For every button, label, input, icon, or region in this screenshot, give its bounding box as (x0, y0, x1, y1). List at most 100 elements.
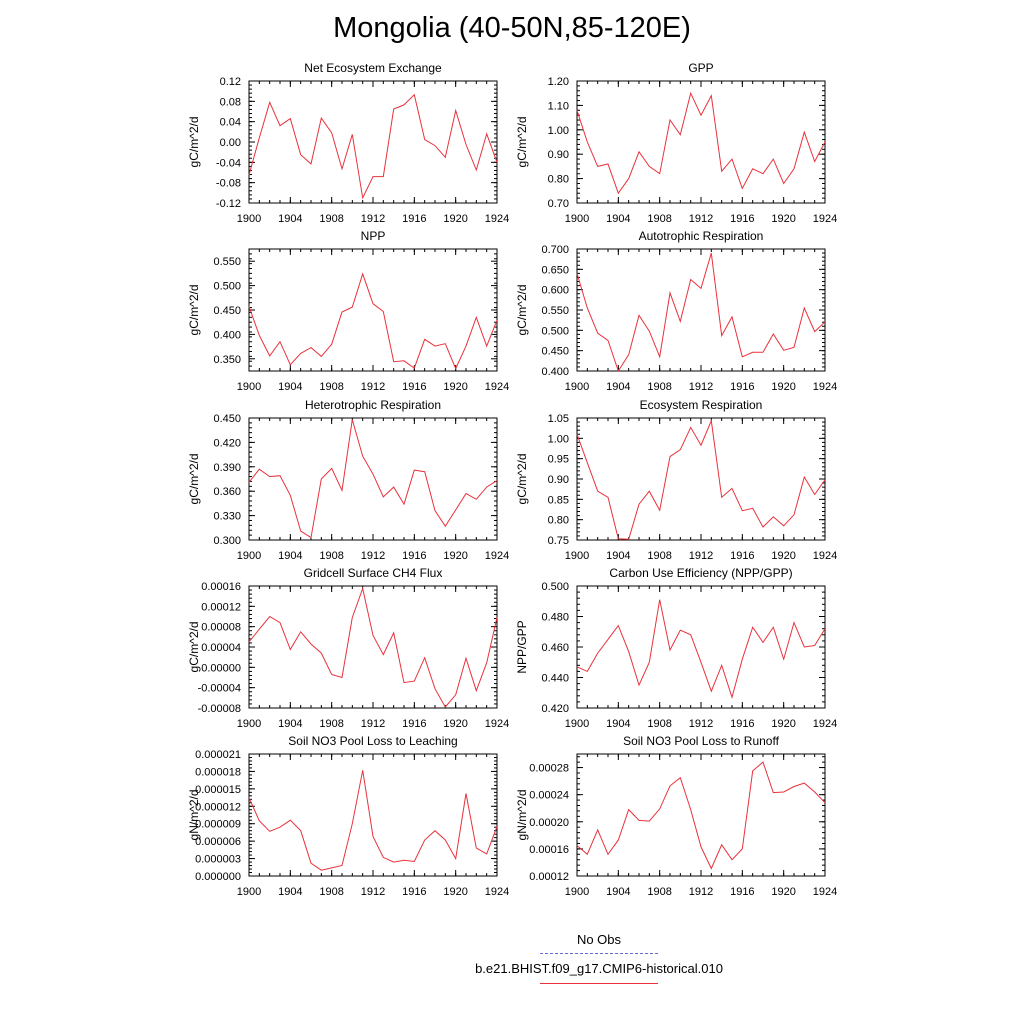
x-tick-label: 1908 (319, 381, 343, 393)
chart-panel-1: Net Ecosystem Exchange gC/m^2/d 1900 1904 19… (187, 61, 509, 225)
plot-frame (576, 753, 826, 877)
plot-frame (248, 80, 498, 204)
x-tick-label: 1920 (771, 550, 795, 562)
x-tick-label: 1924 (485, 213, 509, 225)
x-tick-label: 1912 (361, 550, 385, 562)
series-line (576, 418, 826, 540)
y-tick-label: 0.000012 (195, 801, 241, 813)
x-tick-label: 1924 (485, 718, 509, 730)
series-line (576, 252, 826, 373)
panel-title: Net Ecosystem Exchange (304, 61, 442, 75)
x-tick-label: 1904 (278, 886, 302, 898)
plot-frame (248, 248, 498, 372)
y-axis-label: NPP/GPP (515, 620, 529, 673)
y-tick-label: 0.000000 (195, 871, 241, 883)
plot-frame (248, 585, 498, 709)
x-tick-label: 1920 (771, 718, 795, 730)
y-tick-label: 0.00016 (529, 844, 569, 856)
y-tick-label: 0.95 (548, 454, 569, 466)
y-tick-label: 0.600 (541, 285, 569, 297)
x-tick-label: 1912 (361, 213, 385, 225)
y-tick-label: 0.00024 (529, 790, 569, 802)
x-tick-label: 1924 (813, 886, 837, 898)
panel-title: NPP (361, 229, 386, 243)
y-tick-label: 1.00 (548, 433, 569, 445)
x-tick-label: 1904 (278, 550, 302, 562)
panel-title: Ecosystem Respiration (640, 398, 763, 412)
x-tick-label: 1916 (730, 718, 754, 730)
y-tick-label: 0.00008 (201, 622, 241, 634)
y-tick-label: 0.00016 (201, 581, 241, 593)
chart-panel-2: GPP gC/m^2/d 1900 1904 1908 1912 1916 1920 1924 0… (515, 61, 837, 225)
y-tick-label: 0.420 (541, 703, 569, 715)
series-line (248, 770, 498, 871)
x-tick-label: 1900 (237, 550, 261, 562)
y-tick-label: 0.00000 (201, 662, 241, 674)
x-tick-label: 1912 (361, 718, 385, 730)
x-tick-label: 1908 (647, 718, 671, 730)
x-tick-label: 1924 (813, 550, 837, 562)
x-tick-label: 1908 (319, 886, 343, 898)
x-tick-label: 1920 (771, 886, 795, 898)
y-tick-label: 0.00020 (529, 817, 569, 829)
x-tick-label: 1916 (402, 718, 426, 730)
series-line (248, 419, 498, 539)
x-tick-label: 1908 (319, 213, 343, 225)
panel-title: Gridcell Surface CH4 Flux (304, 566, 443, 580)
x-tick-label: 1900 (565, 550, 589, 562)
panel-title: Autotrophic Respiration (639, 229, 764, 243)
y-tick-label: 0.500 (541, 325, 569, 337)
x-tick-label: 1924 (485, 886, 509, 898)
x-tick-label: 1904 (278, 718, 302, 730)
y-tick-label: 0.400 (213, 329, 241, 341)
x-tick-label: 1920 (771, 381, 795, 393)
y-axis-label: gC/m^2/d (515, 285, 529, 336)
y-tick-label: 0.500 (213, 281, 241, 293)
x-tick-label: 1916 (730, 381, 754, 393)
y-tick-label: -0.00004 (198, 683, 241, 695)
y-tick-label: 0.330 (213, 511, 241, 523)
x-tick-label: 1912 (689, 886, 713, 898)
x-tick-label: 1916 (730, 550, 754, 562)
y-axis-label: gC/m^2/d (187, 117, 201, 168)
chart-panel-7: Gridcell Surface CH4 Flux gC/m^2/d 1900 190… (187, 566, 509, 730)
x-tick-label: 1904 (278, 381, 302, 393)
y-tick-label: -0.00008 (198, 703, 241, 715)
y-tick-label: 0.80 (548, 174, 569, 186)
plot-frame (576, 80, 826, 204)
x-tick-label: 1900 (565, 886, 589, 898)
x-tick-label: 1916 (730, 886, 754, 898)
y-tick-label: 0.450 (213, 305, 241, 317)
x-tick-label: 1908 (647, 213, 671, 225)
x-tick-label: 1920 (443, 550, 467, 562)
y-tick-label: 0.650 (541, 264, 569, 276)
y-tick-label: 0.75 (548, 535, 569, 547)
y-tick-label: -0.04 (216, 157, 241, 169)
panel-title: Carbon Use Efficiency (NPP/GPP) (609, 566, 792, 580)
legend-obs-line (540, 953, 658, 954)
y-tick-label: 0.000021 (195, 749, 241, 761)
x-tick-label: 1916 (402, 886, 426, 898)
plot-frame (576, 248, 826, 372)
legend-model-label: b.e21.BHIST.f09_g17.CMIP6-historical.010 (475, 961, 723, 976)
x-tick-label: 1904 (606, 550, 630, 562)
x-tick-label: 1908 (647, 886, 671, 898)
x-tick-label: 1904 (606, 886, 630, 898)
x-tick-label: 1924 (485, 550, 509, 562)
x-tick-label: 1912 (689, 381, 713, 393)
series-line (576, 761, 826, 870)
x-tick-label: 1924 (813, 718, 837, 730)
y-tick-label: 1.05 (548, 413, 569, 425)
y-tick-label: 0.350 (213, 354, 241, 366)
x-tick-label: 1904 (278, 213, 302, 225)
y-tick-label: 0.04 (220, 117, 241, 129)
panel-title: GPP (688, 61, 713, 75)
x-tick-label: 1912 (361, 381, 385, 393)
y-tick-label: 1.00 (548, 125, 569, 137)
x-tick-label: 1916 (730, 213, 754, 225)
chart-panel-9: Soil NO3 Pool Loss to Leaching gN/m^2/d 19… (187, 734, 509, 898)
chart-panel-10: Soil NO3 Pool Loss to Runoff gN/m^2/d 1900… (515, 734, 837, 898)
y-tick-label: 0.000006 (195, 836, 241, 848)
x-tick-label: 1908 (647, 381, 671, 393)
x-tick-label: 1912 (361, 886, 385, 898)
